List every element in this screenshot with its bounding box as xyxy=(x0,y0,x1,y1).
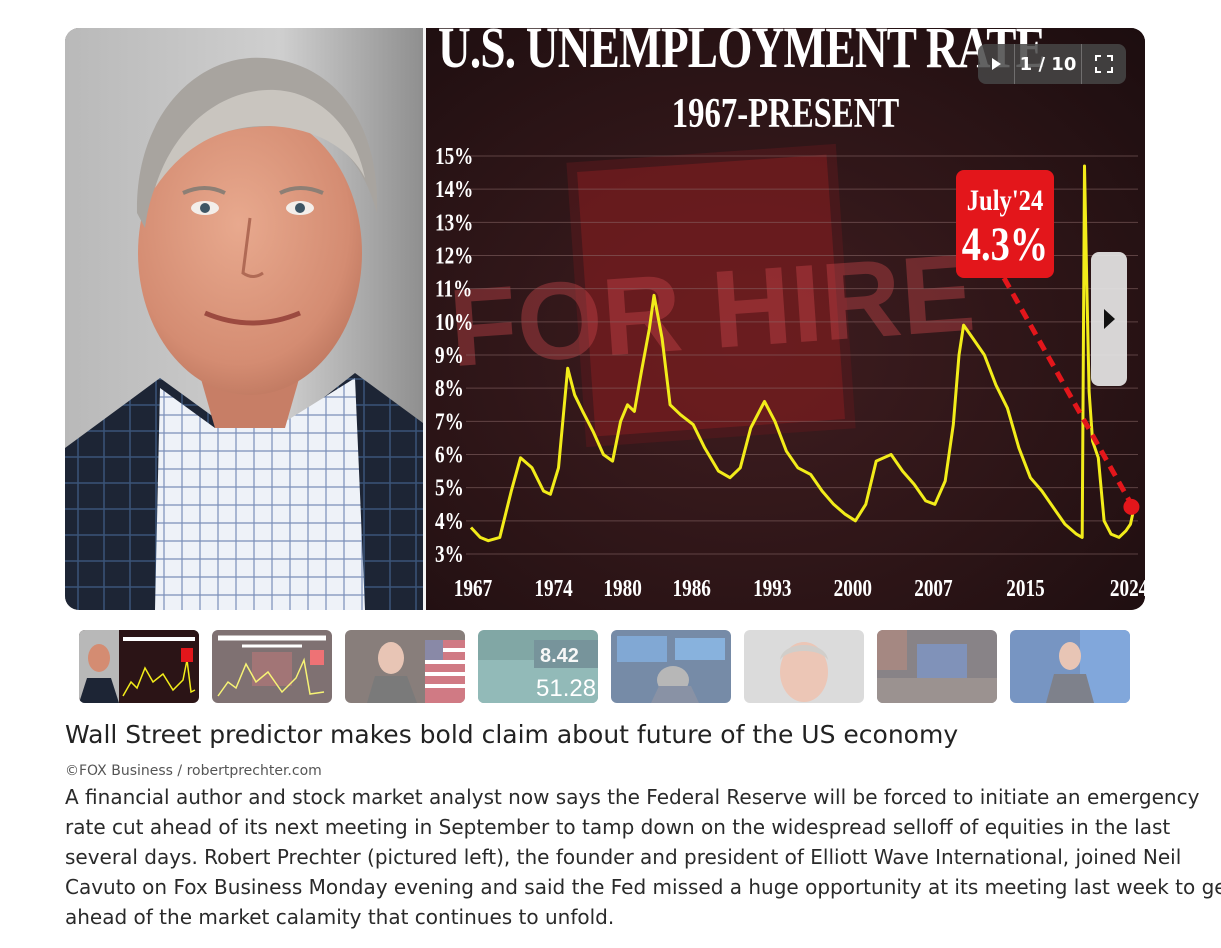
panel-divider xyxy=(423,28,426,610)
callout-value: 4.3% xyxy=(962,218,1048,271)
thumbnail-6[interactable] xyxy=(744,630,864,703)
for-hire-sign: FOR HIRE xyxy=(446,143,979,448)
x-tick-label: 1974 xyxy=(534,575,572,602)
y-tick-label: 12% xyxy=(435,243,473,270)
thumbnail-3[interactable] xyxy=(345,630,465,703)
x-tick-label: 1980 xyxy=(603,575,641,602)
x-tick-label: 1993 xyxy=(753,575,791,602)
y-tick-label: 6% xyxy=(435,442,464,469)
y-tick-label: 5% xyxy=(435,475,464,502)
unemployment-chart: FOR HIRE 3% 4% 5% 6% 7% 8% 9% 10% 11% 12% 13% 14% 15… xyxy=(426,28,1145,610)
article-summary: A financial author and stock market anal… xyxy=(65,785,1221,929)
y-tick-label: 11% xyxy=(435,276,472,303)
slideshow-controls: 1 / 10 xyxy=(978,44,1126,84)
current-value-dot xyxy=(1123,498,1140,515)
series-line xyxy=(469,164,1135,543)
x-tick-label: 2007 xyxy=(914,575,952,602)
thumbnail-8[interactable] xyxy=(1010,630,1130,703)
x-tick-label: 1967 xyxy=(454,575,492,602)
play-icon xyxy=(992,58,1001,70)
ticker-text-1: 8.42 xyxy=(540,645,579,667)
y-tick-label: 4% xyxy=(435,508,464,535)
y-tick-label: 13% xyxy=(435,209,473,236)
slideshow[interactable]: FOR HIRE 3% 4% 5% 6% 7% 8% 9% 10% 11% 12% 13% 14% 15… xyxy=(65,28,1145,610)
fullscreen-button[interactable] xyxy=(1082,44,1126,84)
x-tick-label: 2000 xyxy=(834,575,872,602)
fullscreen-icon xyxy=(1095,55,1113,73)
ticker-text-2: 51.28 xyxy=(536,675,596,702)
image-credit: ©FOX Business / robertprechter.com xyxy=(65,763,322,779)
y-tick-label: 14% xyxy=(435,176,473,203)
play-button[interactable] xyxy=(978,44,1015,84)
article-headline: Wall Street predictor makes bold claim a… xyxy=(65,720,959,749)
thumbnail-2[interactable] xyxy=(212,630,332,703)
x-tick-label: 2024 xyxy=(1110,575,1145,602)
trend-dashed-line xyxy=(1001,276,1132,503)
thumbnail-1[interactable] xyxy=(79,630,199,703)
callout-date: July'24 xyxy=(967,184,1044,217)
chevron-right-icon xyxy=(1104,309,1115,329)
y-tick-label: 7% xyxy=(435,408,464,435)
for-hire-text: FOR HIRE xyxy=(446,231,979,390)
y-tick-label: 8% xyxy=(435,375,464,402)
x-tick-label: 2015 xyxy=(1006,575,1044,602)
y-tick-label: 15% xyxy=(435,143,473,170)
thumbnail-7[interactable] xyxy=(877,630,997,703)
slide-counter: 1 / 10 xyxy=(1015,44,1082,84)
chart-canvas: FOR HIRE 3% 4% 5% 6% 7% 8% 9% 10% 11% 12% 13% 14% 15… xyxy=(435,143,1145,602)
callout-box: July'24 4.3% xyxy=(956,170,1054,278)
x-tick-label: 1986 xyxy=(673,575,711,602)
y-tick-label: 10% xyxy=(435,309,473,336)
chart-subtitle: 1967-PRESENT xyxy=(671,91,900,137)
next-slide-button[interactable] xyxy=(1091,252,1127,386)
chart-title: U.S. UNEMPLOYMENT RATE xyxy=(438,28,1046,80)
y-tick-label: 9% xyxy=(435,342,464,369)
y-tick-label: 3% xyxy=(435,541,464,568)
thumbnail-5[interactable] xyxy=(611,630,731,703)
thumbnail-4[interactable]: 8.42 51.28 xyxy=(478,630,598,703)
portrait-photo xyxy=(65,28,423,610)
